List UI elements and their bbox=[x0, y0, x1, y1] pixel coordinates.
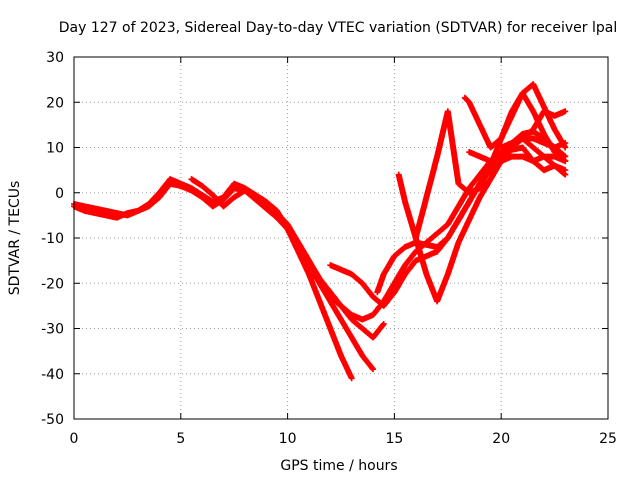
series-track bbox=[467, 144, 568, 177]
y-tick-label: 10 bbox=[46, 141, 64, 157]
x-tick-label: 15 bbox=[385, 431, 403, 447]
grid-lines bbox=[74, 57, 608, 419]
x-axis-label: GPS time / hours bbox=[280, 458, 397, 474]
y-tick-label: -10 bbox=[41, 231, 64, 247]
x-tick-label: 25 bbox=[599, 431, 617, 447]
series-track bbox=[499, 108, 568, 150]
y-tick-label: -50 bbox=[41, 412, 64, 428]
series-arc-11 bbox=[498, 108, 569, 151]
y-tick-label: -40 bbox=[41, 367, 64, 383]
chart-title: Day 127 of 2023, Sidereal Day-to-day VTE… bbox=[59, 20, 617, 36]
series-track bbox=[462, 91, 568, 164]
y-tick-label: -20 bbox=[41, 276, 64, 292]
y-tick-label: -30 bbox=[41, 322, 64, 338]
data-points bbox=[71, 81, 569, 382]
x-tick-label: 5 bbox=[176, 431, 185, 447]
series-arc-9 bbox=[461, 90, 569, 165]
series-arc-10 bbox=[466, 144, 569, 178]
axis-ticks: 0 5 10 15 20 25 -50 -40 -30 -20 -10 0 10 20 30 bbox=[41, 50, 617, 447]
x-tick-label: 10 bbox=[279, 431, 297, 447]
x-tick-label: 20 bbox=[492, 431, 510, 447]
x-tick-label: 0 bbox=[70, 431, 79, 447]
y-tick-label: 30 bbox=[46, 50, 64, 66]
y-axis-label: SDTVAR / TECUs bbox=[7, 181, 23, 296]
y-tick-label: 20 bbox=[46, 95, 64, 111]
y-tick-label: 0 bbox=[55, 186, 64, 202]
series-track bbox=[395, 136, 568, 304]
